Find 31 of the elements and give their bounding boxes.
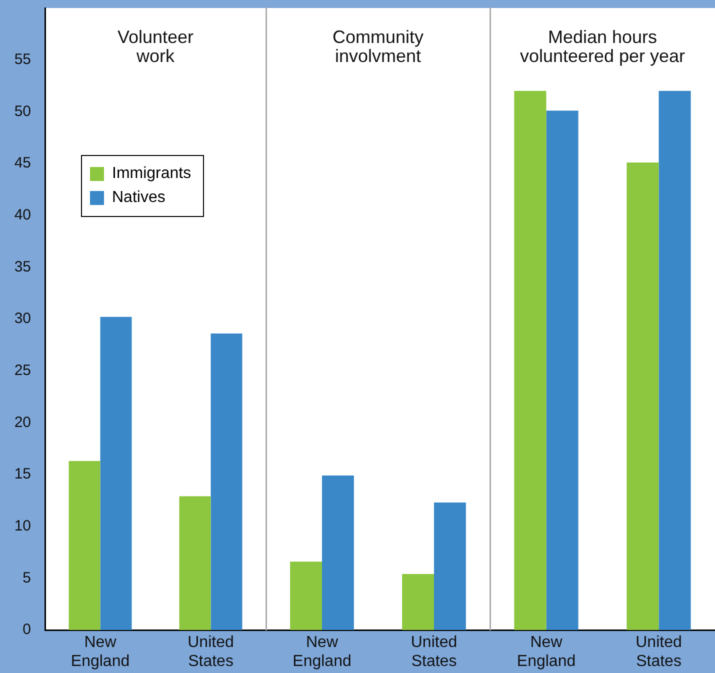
x-tick-label: New England: [292, 634, 352, 670]
bar: [322, 476, 354, 630]
y-tick-label: 55: [14, 50, 31, 68]
text: Community involvment: [331, 27, 425, 66]
y-tick-label: 10: [14, 517, 31, 534]
y-tick-label: 50: [14, 102, 31, 120]
text: Median hours volunteered per year: [518, 27, 686, 66]
y-tick-label: 15: [14, 466, 31, 483]
bar: [290, 562, 322, 630]
x-tick-label: United States: [410, 634, 458, 670]
legend-label: Immigrants: [112, 165, 192, 183]
bar: [402, 574, 434, 630]
bar: [210, 334, 242, 630]
x-tick-label: United States: [636, 634, 682, 670]
y-tick-label: 35: [14, 258, 31, 276]
y-tick-label: 20: [14, 414, 31, 431]
x-tick-label: United States: [188, 634, 234, 670]
bar: [434, 502, 466, 630]
y-tick-label: 25: [14, 362, 31, 379]
x-tick-label: New England: [70, 634, 130, 670]
y-tick-label: 30: [14, 310, 31, 328]
bar: [100, 316, 132, 630]
y-tick-label: 5: [22, 569, 31, 586]
x-tick-label: New England: [516, 634, 576, 670]
y-tick-label: 0: [22, 621, 31, 638]
bar: [68, 461, 100, 630]
bar: [179, 496, 211, 630]
y-tick-label: 40: [14, 206, 31, 224]
legend-label: Natives: [112, 189, 166, 207]
text: Volunteer work: [116, 27, 195, 66]
y-tick-label: 45: [14, 154, 31, 172]
